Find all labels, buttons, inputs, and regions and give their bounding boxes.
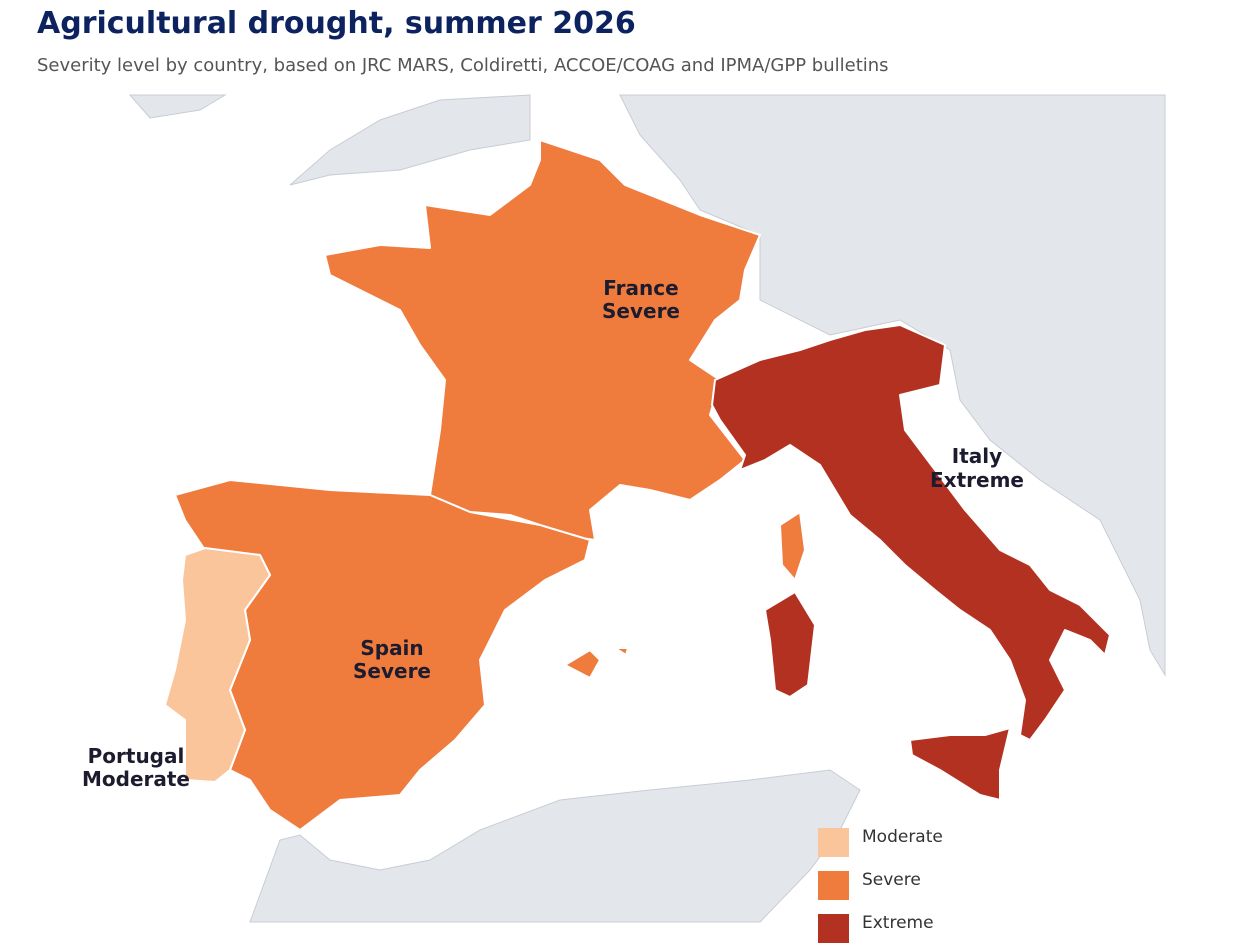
legend-swatch <box>818 828 849 857</box>
country-spain <box>614 647 629 656</box>
country-severity: Extreme <box>930 468 1024 492</box>
land <box>289 94 531 186</box>
country-name: Spain <box>360 636 423 660</box>
land <box>619 94 1166 677</box>
legend-label: Moderate <box>862 827 943 847</box>
country-severity: Severe <box>602 299 680 323</box>
country-france <box>779 511 806 581</box>
country-spain <box>564 649 601 679</box>
country-severity: Severe <box>353 659 431 683</box>
country-name: Portugal <box>88 744 185 768</box>
country-italy <box>909 727 1011 801</box>
countries <box>164 139 1111 831</box>
legend-label: Severe <box>862 870 921 890</box>
country-portugal <box>164 547 271 783</box>
country-italy <box>764 591 816 698</box>
country-italy <box>711 324 1111 741</box>
legend: Moderate Severe Extreme <box>818 827 943 943</box>
country-severity: Moderate <box>82 767 190 791</box>
land <box>128 94 227 119</box>
legend-swatch <box>818 871 849 900</box>
country-labels: France Severe Italy Extreme Spain Severe… <box>82 276 1024 791</box>
country-name: France <box>603 276 678 300</box>
title: Agricultural drought, summer 2026 <box>37 6 636 41</box>
country-name: Italy <box>952 444 1002 468</box>
country-france <box>324 139 761 541</box>
legend-swatch <box>818 914 849 943</box>
subtitle: Severity level by country, based on JRC … <box>37 55 889 76</box>
legend-label: Extreme <box>862 913 934 933</box>
background-land <box>128 94 1166 923</box>
